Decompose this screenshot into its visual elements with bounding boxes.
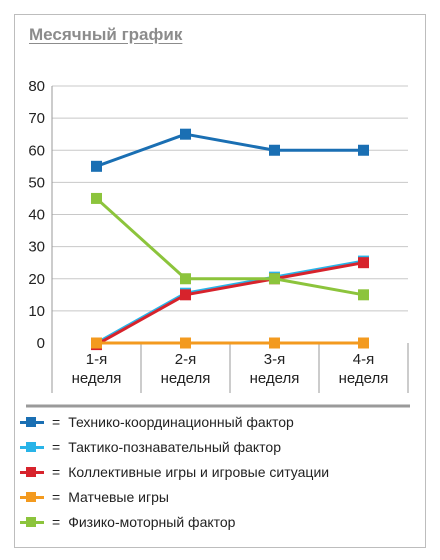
data-point [358,144,369,156]
y-tick-label: 20 [28,271,45,288]
series-line [95,259,364,345]
y-tick-label: 0 [37,335,45,352]
x-tick-label: 2-я [175,351,196,368]
line-chart: 0 10 20 30 40 50 60 70 80 1-я неделя 2-я неделя 3-я не… [26,78,410,408]
legend-swatch [20,465,46,479]
series-line [95,132,364,168]
y-tick-label: 80 [28,78,45,95]
legend-label: Матчевые игры [68,488,169,505]
y-tick-label: 10 [28,303,45,320]
legend-item: = Технико-координационный фактор [14,409,404,434]
y-tick-label: 60 [28,142,45,159]
legend-label: Технико-координационный фактор [68,413,294,430]
chart-title: Месячный график [29,25,183,44]
legend-swatch-marker [26,416,36,427]
legend-label: Физико-моторный фактор [68,513,236,530]
legend-item: = Тактико-познавательный фактор [14,434,404,459]
series-line [95,261,364,346]
legend-swatch [20,415,46,429]
chart-legend: = Технико-координационный фактор = Тактико-… [14,409,404,534]
x-tick-label: 1-я [86,351,107,368]
x-tick-label: неделя [72,370,122,387]
y-tick-label: 30 [28,239,45,256]
y-tick-label: 40 [28,207,45,224]
data-point [269,144,280,156]
data-point [180,289,191,301]
legend-swatch-marker [26,441,36,452]
legend-swatch-marker [26,516,36,527]
data-point [180,128,191,140]
y-tick-label: 50 [28,174,45,191]
data-point [91,160,102,172]
legend-equals: = [52,413,61,430]
legend-item: = Коллективные игры и игровые ситуации [14,459,404,484]
x-tick-label: 4-я [353,351,374,368]
y-tick-label: 70 [28,110,45,127]
legend-swatch-marker [26,491,36,502]
series-line [95,197,364,297]
x-tick-label: неделя [250,370,300,387]
data-point [358,289,369,301]
data-point [180,337,191,349]
data-point [180,273,191,285]
data-point [269,273,280,285]
legend-item: = Физико-моторный фактор [14,509,404,534]
legend-equals: = [52,438,61,455]
data-point [91,192,102,204]
data-point [358,257,369,269]
legend-label: Тактико-познавательный фактор [68,438,282,455]
data-point [91,337,102,349]
legend-equals: = [52,513,61,530]
legend-label: Коллективные игры и игровые ситуации [68,463,330,480]
legend-swatch-marker [26,466,36,477]
legend-swatch [20,515,46,529]
legend-equals: = [52,488,61,505]
x-tick-label: неделя [161,370,211,387]
data-point [269,337,280,349]
legend-item: = Матчевые игры [14,484,404,509]
legend-swatch [20,490,46,504]
legend-equals: = [52,463,61,480]
x-tick-label: неделя [339,370,389,387]
data-point [358,337,369,349]
chart-frame: Месячный график [14,14,426,548]
x-tick-label: 3-я [264,351,285,368]
legend-swatch [20,440,46,454]
